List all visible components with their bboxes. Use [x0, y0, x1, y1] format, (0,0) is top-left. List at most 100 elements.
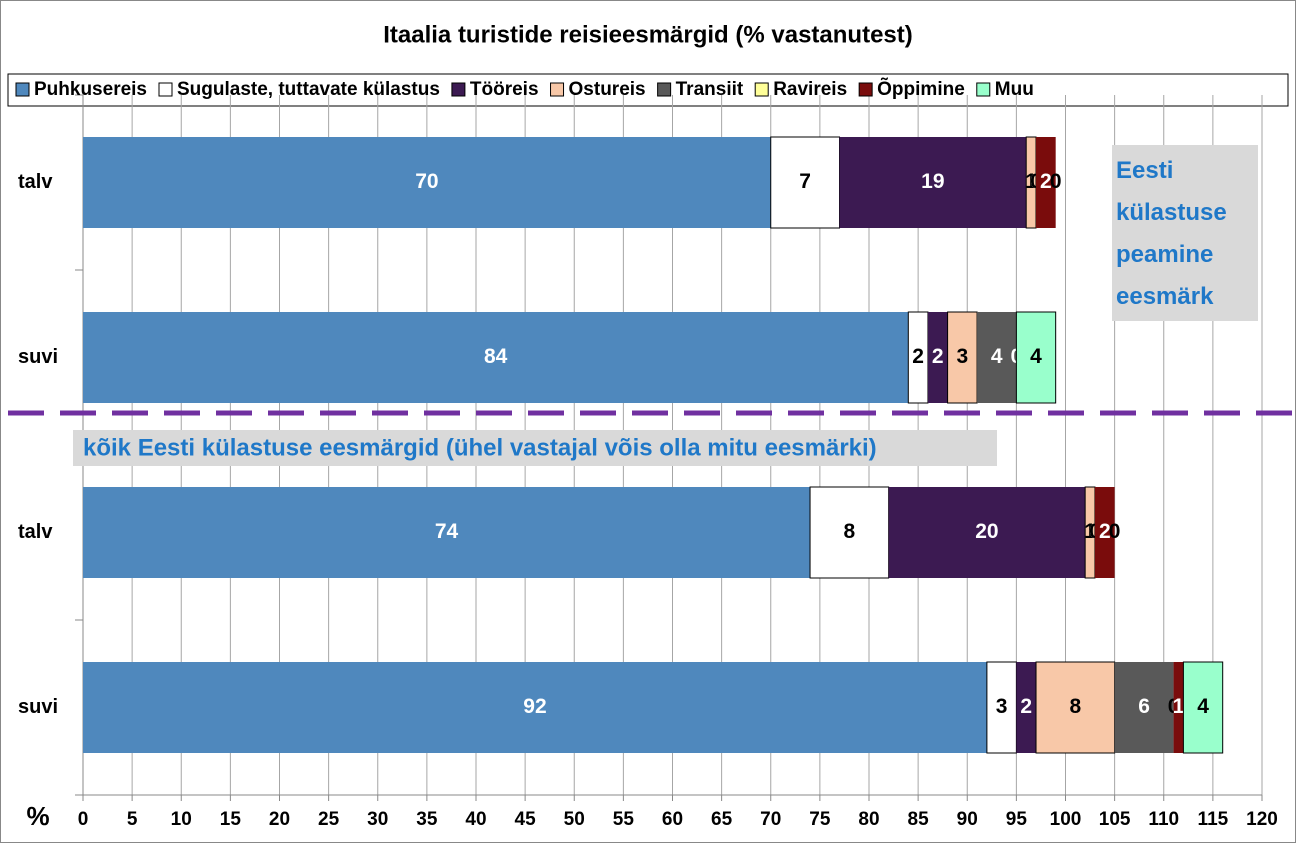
bar-segment	[1036, 137, 1056, 228]
legend-label: Transiit	[676, 79, 744, 100]
legend-label: Õppimine	[877, 78, 965, 100]
x-tick-label: 90	[957, 809, 978, 830]
legend-label: Tööreis	[470, 79, 539, 100]
legend-label: Ravireis	[773, 79, 847, 100]
x-tick-label: 100	[1050, 809, 1082, 830]
annotation-line: külastuse	[1116, 199, 1227, 226]
legend-swatch	[550, 82, 565, 97]
annotation-box	[73, 430, 997, 466]
y-tick-label: talv	[18, 171, 53, 193]
data-label: 2	[932, 345, 944, 368]
x-tick-label: 50	[564, 809, 585, 830]
bar-segment	[839, 137, 1027, 228]
x-tick-label: 120	[1246, 809, 1278, 830]
x-tick-label: 75	[809, 809, 831, 830]
bar-segment	[986, 661, 1017, 754]
data-label: 19	[921, 170, 944, 193]
legend-label: Puhkusereis	[34, 79, 147, 100]
data-label: 20	[975, 520, 998, 543]
data-label: 92	[523, 695, 546, 718]
legend-swatch	[858, 82, 873, 97]
legend-swatch	[657, 82, 672, 97]
chart-title: Itaalia turistide reisieesmärgid (% vast…	[383, 21, 913, 48]
data-label: 4	[1197, 695, 1209, 718]
x-tick-label: 65	[711, 809, 733, 830]
legend-label: Muu	[995, 79, 1034, 100]
bar-segment	[83, 312, 909, 403]
data-label: 70	[415, 170, 438, 193]
bar-segment	[1114, 662, 1174, 753]
x-tick-label: 60	[662, 809, 683, 830]
x-tick-label: 55	[613, 809, 635, 830]
legend-label: Ostureis	[569, 79, 646, 100]
legend-label: Sugulaste, tuttavate külastus	[177, 79, 440, 100]
bar-segment	[809, 486, 890, 579]
legend-swatch	[451, 82, 466, 97]
bar-segment	[83, 662, 987, 753]
data-label: 74	[435, 520, 459, 543]
bar-segment	[1173, 662, 1184, 753]
x-tick-label: 35	[416, 809, 438, 830]
data-label: 84	[484, 345, 508, 368]
x-tick-label: 105	[1099, 809, 1131, 830]
x-tick-label: 70	[760, 809, 781, 830]
annotation-box	[1112, 145, 1258, 321]
x-tick-label: 20	[269, 809, 290, 830]
x-tick-label: 85	[908, 809, 930, 830]
data-label: 2	[1099, 520, 1111, 543]
y-tick-label: talv	[18, 521, 53, 543]
annotation-line: eesmärk	[1116, 283, 1214, 310]
data-label: 1	[1173, 695, 1185, 718]
x-tick-label: 10	[171, 809, 192, 830]
bar-segment	[770, 136, 841, 229]
x-tick-label: 115	[1198, 809, 1229, 830]
legend-swatch	[158, 82, 173, 97]
annotation-line: Eesti	[1116, 157, 1173, 184]
bar-segment	[1094, 487, 1115, 578]
x-tick-label: 5	[127, 809, 138, 830]
y-tick-label: suvi	[18, 696, 58, 718]
x-axis-label: %	[26, 801, 49, 831]
bar-segment	[1025, 136, 1037, 229]
data-label: 8	[844, 520, 856, 543]
bar-segment	[1015, 311, 1057, 404]
x-tick-label: 25	[318, 809, 340, 830]
data-label: 0	[1050, 170, 1062, 193]
bar-segment	[1016, 662, 1037, 753]
data-label: 3	[996, 695, 1008, 718]
data-label: 1	[1084, 520, 1096, 543]
data-label: 2	[912, 345, 924, 368]
x-tick-label: 80	[858, 809, 879, 830]
bar-segment	[927, 312, 948, 403]
x-tick-label: 95	[1006, 809, 1028, 830]
annotation-line: peamine	[1116, 241, 1213, 268]
data-label: 2	[1040, 170, 1052, 193]
data-label: 1	[1025, 170, 1037, 193]
data-label: 8	[1069, 695, 1081, 718]
bar-segment	[83, 487, 811, 578]
x-tick-label: 45	[515, 809, 537, 830]
data-label: 2	[1020, 695, 1032, 718]
x-tick-label: 40	[465, 809, 486, 830]
legend-frame	[7, 73, 1289, 107]
bar-segment	[83, 137, 771, 228]
data-label: 4	[991, 345, 1003, 368]
data-label: 0	[1109, 520, 1121, 543]
legend-swatch	[754, 82, 769, 97]
data-label: 3	[956, 345, 968, 368]
bar-segment	[977, 312, 1017, 403]
annotation: Eesti külastuse peamine eesmärk	[1116, 157, 1227, 310]
bar-segment	[888, 487, 1086, 578]
annotation: kõik Eesti külastuse eesmärgid (ühel vas…	[83, 434, 877, 461]
x-tick-label: 110	[1148, 809, 1179, 830]
data-label: 4	[1030, 345, 1042, 368]
legend-swatch	[976, 82, 991, 97]
y-tick-label: suvi	[18, 346, 58, 368]
bar-segment	[1035, 661, 1116, 754]
bar-segment	[947, 311, 978, 404]
x-tick-label: 15	[220, 809, 242, 830]
data-label: 6	[1138, 695, 1150, 718]
x-tick-label: 30	[367, 809, 388, 830]
data-label: 7	[799, 170, 811, 193]
